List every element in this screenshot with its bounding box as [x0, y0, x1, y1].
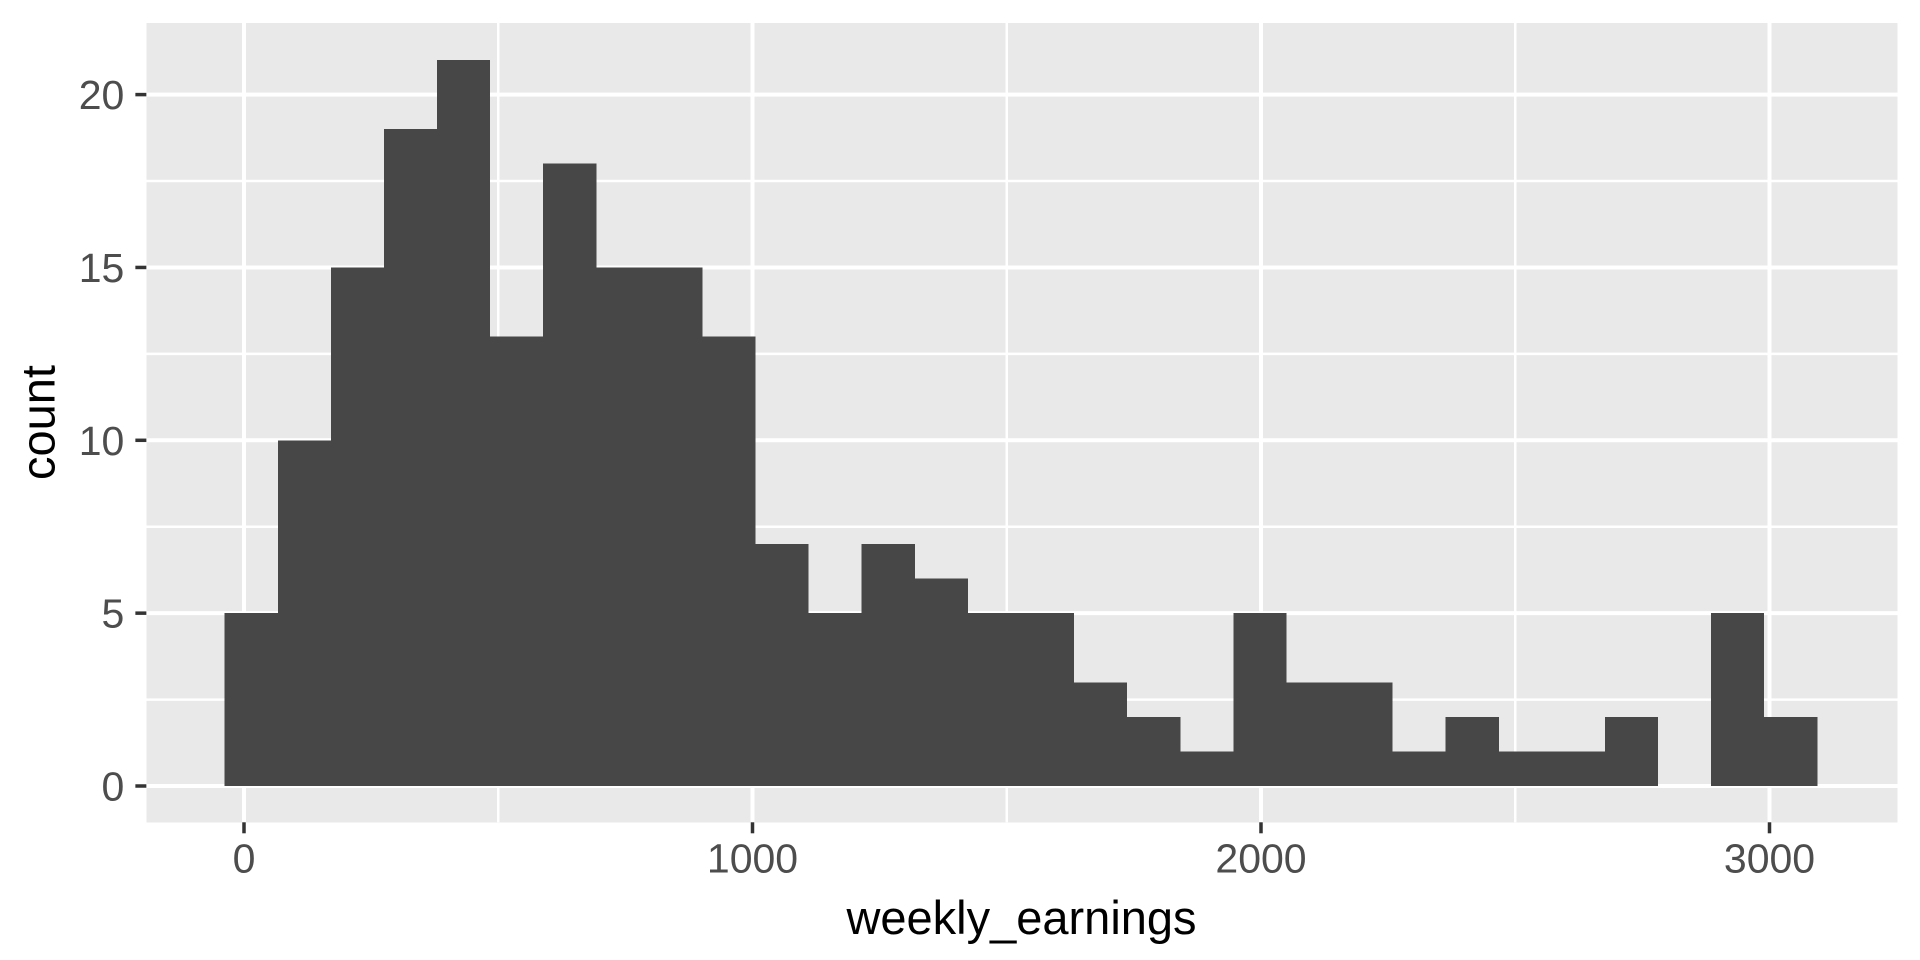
- y-axis-title: count: [11, 365, 65, 480]
- x-tick-label: 2000: [1215, 835, 1306, 881]
- histogram-bar: [1020, 613, 1075, 786]
- histogram-bar: [1286, 682, 1340, 786]
- histogram-bar: [1498, 751, 1552, 786]
- histogram-bar: [808, 613, 862, 786]
- histogram-bar: [490, 336, 544, 786]
- histogram-bar: [1127, 716, 1181, 786]
- histogram-bar: [224, 613, 278, 786]
- histogram-bar: [277, 440, 331, 786]
- histogram-bar: [543, 163, 597, 787]
- histogram-bar: [437, 60, 491, 786]
- x-tick-label: 0: [233, 835, 256, 881]
- histogram-bar: [1604, 716, 1659, 786]
- histogram-bar: [1180, 751, 1234, 786]
- y-tick-label: 10: [79, 418, 125, 464]
- y-tick-label: 15: [79, 245, 125, 291]
- y-tick-label: 5: [102, 591, 125, 637]
- histogram-bar: [1764, 716, 1818, 786]
- histogram-bar: [383, 129, 438, 787]
- histogram-bar: [702, 336, 756, 786]
- histogram-bar: [914, 578, 968, 786]
- histogram-bar: [1551, 751, 1605, 786]
- histogram-bar: [1233, 613, 1287, 786]
- histogram-bar: [596, 267, 650, 786]
- histogram-bar: [861, 544, 915, 786]
- x-tick-label: 1000: [707, 835, 798, 881]
- histogram-bar: [1339, 682, 1393, 786]
- histogram-bar: [330, 267, 384, 786]
- histogram-bar: [1392, 751, 1446, 786]
- histogram-bar: [967, 613, 1021, 786]
- histogram-bar: [1074, 682, 1128, 786]
- histogram-bar: [755, 544, 809, 786]
- x-axis-title: weekly_earnings: [846, 891, 1197, 944]
- histogram-bar: [649, 267, 703, 786]
- y-tick-label: 0: [102, 764, 125, 810]
- histogram-bar: [1445, 716, 1499, 786]
- y-tick-label: 20: [79, 72, 125, 118]
- histogram-bar: [1711, 613, 1765, 786]
- x-tick-label: 3000: [1724, 835, 1815, 881]
